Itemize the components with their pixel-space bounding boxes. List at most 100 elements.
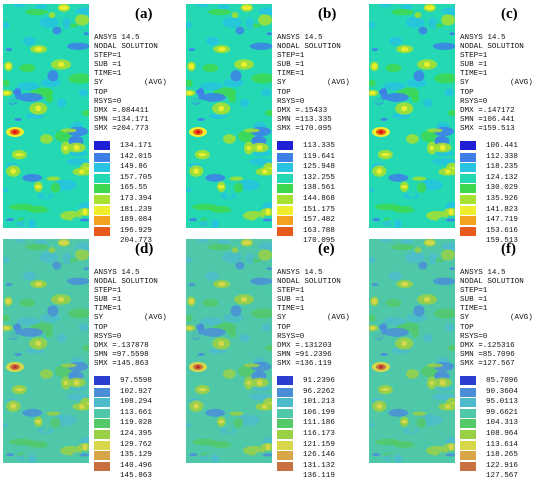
header-line: TIME=1	[460, 70, 488, 79]
contour-band	[413, 70, 425, 82]
contour-band	[256, 379, 263, 386]
contour-band	[401, 105, 408, 112]
contour-band	[434, 308, 455, 319]
header-line: SUB =1	[460, 61, 488, 70]
contour-band	[40, 369, 53, 379]
contour-band	[405, 271, 423, 281]
avg-label: (AVG)	[327, 314, 350, 323]
contour-band	[188, 48, 196, 52]
contour-band	[73, 379, 80, 386]
legend-swatch	[277, 387, 293, 397]
legend-value: 118.235	[486, 163, 518, 172]
stress-contour-plot	[3, 239, 89, 463]
contour-band	[188, 63, 195, 70]
contour-band	[25, 243, 49, 251]
stress-contour-plot	[186, 4, 272, 228]
contour-band	[217, 4, 230, 10]
contour-band	[47, 400, 71, 409]
layer-label: TOP	[94, 323, 108, 332]
contour-band	[5, 298, 12, 305]
contour-band	[211, 454, 220, 463]
contour-band	[258, 14, 272, 26]
contour-band	[46, 411, 61, 416]
contour-band	[449, 267, 455, 271]
contour-band	[62, 17, 71, 30]
legend-value: 102.927	[120, 387, 152, 396]
solution-info: ANSYS 14.5 NODAL SOLUTION STEP=1 SUB =1 TIME…	[277, 34, 350, 134]
contour-band	[60, 128, 77, 133]
contour-band	[384, 92, 409, 102]
contour-band	[186, 374, 204, 387]
legend-value: 119.028	[120, 419, 152, 428]
contour-band	[186, 270, 193, 280]
contour-band	[391, 8, 415, 16]
legend-swatch	[94, 398, 110, 408]
contour-band	[418, 26, 428, 35]
legend-swatch	[94, 419, 110, 429]
dmx-value: DMX =.137878	[94, 341, 149, 350]
header-line: SUB =1	[94, 296, 122, 305]
result-item: SY	[277, 314, 287, 323]
rsys-label: RSYS=0	[277, 332, 305, 341]
contour-band	[258, 242, 272, 251]
contour-band	[400, 281, 409, 287]
contour-band	[413, 165, 437, 174]
legend-value: 147.719	[486, 216, 518, 225]
header-line: ANSYS 14.5	[277, 269, 323, 277]
contour-band	[379, 365, 383, 369]
header-line: ANSYS 14.5	[94, 34, 140, 42]
panel-c: (c) ANSYS 14.5 NODAL SOLUTION STEP=1 SUB =1 T…	[366, 0, 549, 245]
legend-swatch	[94, 205, 110, 215]
contour-band	[256, 144, 263, 151]
contour-band	[54, 130, 72, 143]
header-line: SUB =1	[277, 296, 305, 305]
smx-value: SMX =204.773	[94, 124, 149, 133]
contour-band	[394, 219, 403, 228]
contour-band	[16, 317, 40, 326]
panel-a: (a) ANSYS 14.5 NODAL SOLUTION STEP=1 SUB =1 T…	[0, 0, 183, 245]
contour-band	[423, 61, 431, 67]
legend-value: 126.146	[303, 451, 335, 460]
contour-band	[429, 145, 434, 151]
contour-band	[79, 453, 89, 457]
contour-band	[380, 352, 388, 356]
contour-band	[251, 73, 272, 84]
contour-band	[258, 7, 272, 16]
legend-swatch	[277, 226, 293, 236]
contour-band	[78, 323, 89, 332]
contour-band	[225, 191, 233, 198]
header-line: SUB =1	[460, 296, 488, 305]
legend-value: 136.119	[303, 472, 335, 481]
layer-label: TOP	[277, 323, 291, 332]
legend-value: 165.55	[120, 184, 148, 193]
contour-band	[251, 372, 262, 376]
panel-label: (b)	[318, 6, 337, 22]
header-line: ANSYS 14.5	[460, 269, 506, 277]
smx-value: SMX =159.513	[460, 124, 515, 133]
legend-value: 119.641	[303, 152, 335, 161]
legend-swatch	[277, 163, 293, 173]
contour-band	[47, 305, 59, 317]
header-line: STEP=1	[94, 52, 122, 61]
legend-value: 106.441	[486, 142, 518, 150]
header-line: ANSYS 14.5	[277, 34, 323, 42]
legend-swatch	[94, 461, 110, 471]
smx-value: SMX =145.863	[94, 359, 149, 368]
legend-swatch	[94, 387, 110, 397]
contour-band	[428, 252, 437, 265]
contour-band	[189, 453, 198, 457]
contour-band	[231, 12, 239, 19]
legend-value: 130.029	[486, 184, 518, 193]
contour-band	[237, 130, 255, 143]
contour-band	[389, 36, 402, 46]
contour-band	[448, 443, 454, 451]
contour-band	[79, 404, 85, 409]
smx-value: SMX =170.095	[277, 124, 332, 133]
contour-band	[246, 145, 251, 151]
contour-band	[424, 5, 435, 11]
contour-band	[447, 109, 455, 117]
solution-info: ANSYS 14.5 NODAL SOLUTION STEP=1 SUB =1 TIME…	[94, 34, 167, 134]
legend-swatch	[277, 205, 293, 215]
contour-band	[67, 277, 89, 285]
legend-value: 113.661	[120, 408, 152, 417]
